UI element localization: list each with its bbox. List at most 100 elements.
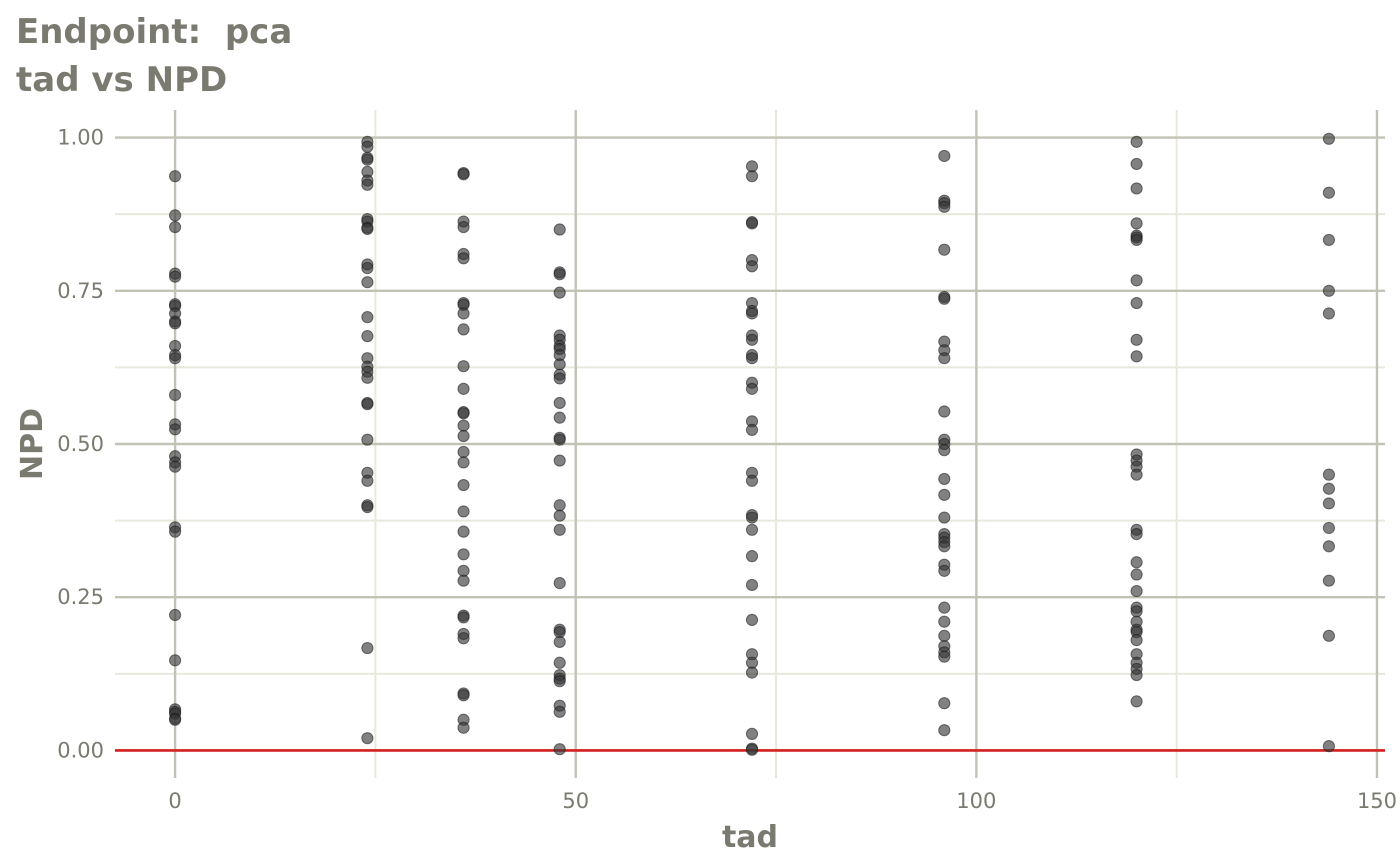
data-point bbox=[361, 276, 374, 289]
data-point bbox=[168, 713, 182, 726]
data-point bbox=[168, 270, 182, 283]
data-point bbox=[1322, 284, 1336, 297]
data-point bbox=[745, 333, 759, 346]
data-point bbox=[1130, 668, 1143, 682]
data-point bbox=[553, 396, 566, 410]
data-point bbox=[457, 168, 470, 181]
data-point bbox=[938, 629, 951, 642]
y-axis-ticks: 0.00 0.25 0.50 0.75 1.00 bbox=[57, 126, 104, 763]
data-point bbox=[168, 460, 182, 473]
data-point bbox=[168, 388, 182, 402]
data-point bbox=[361, 433, 374, 446]
data-point bbox=[1322, 233, 1336, 247]
chart-title: Endpoint: pca bbox=[16, 12, 293, 52]
data-point bbox=[1322, 468, 1336, 481]
data-point bbox=[745, 423, 759, 437]
data-point bbox=[553, 523, 566, 536]
data-point bbox=[1322, 574, 1336, 587]
data-point bbox=[553, 577, 566, 590]
y-tick-label: 0.75 bbox=[57, 279, 104, 303]
data-point bbox=[938, 697, 951, 710]
data-point bbox=[457, 478, 470, 492]
data-point bbox=[168, 654, 182, 667]
x-tick-label: 100 bbox=[956, 789, 996, 813]
data-point bbox=[938, 405, 951, 418]
data-point bbox=[457, 689, 470, 702]
data-point bbox=[553, 286, 566, 299]
data-point bbox=[457, 574, 470, 587]
data-point bbox=[361, 311, 374, 324]
data-point bbox=[1130, 568, 1143, 581]
data-point bbox=[745, 550, 759, 563]
data-point bbox=[1130, 135, 1143, 148]
data-point bbox=[745, 578, 759, 592]
y-tick-label: 0.50 bbox=[57, 432, 104, 456]
data-point bbox=[553, 705, 566, 718]
data-point bbox=[553, 635, 566, 649]
data-point bbox=[457, 360, 470, 373]
data-point bbox=[1130, 527, 1143, 541]
data-point bbox=[457, 611, 470, 624]
data-point bbox=[938, 352, 951, 365]
data-point bbox=[553, 499, 566, 512]
data-point bbox=[938, 564, 951, 577]
data-point bbox=[457, 632, 470, 645]
data-point bbox=[457, 721, 470, 734]
x-axis-title: tad bbox=[722, 820, 778, 855]
data-point bbox=[457, 445, 470, 459]
data-point bbox=[1130, 274, 1143, 287]
data-point bbox=[1322, 307, 1336, 320]
data-point bbox=[1322, 497, 1336, 510]
data-point bbox=[168, 423, 182, 436]
data-point bbox=[361, 398, 374, 411]
data-point bbox=[938, 650, 951, 663]
data-point bbox=[938, 615, 951, 628]
data-point bbox=[457, 525, 470, 538]
data-point bbox=[553, 433, 566, 446]
data-point bbox=[745, 307, 759, 320]
data-point bbox=[361, 371, 374, 384]
data-point bbox=[1130, 157, 1143, 171]
data-point bbox=[361, 501, 374, 514]
data-point bbox=[745, 666, 759, 679]
data-point bbox=[1322, 521, 1336, 535]
data-point bbox=[1322, 482, 1336, 495]
data-point bbox=[361, 330, 374, 343]
data-point bbox=[1322, 740, 1336, 753]
data-point bbox=[361, 641, 374, 655]
data-point bbox=[1322, 540, 1336, 553]
data-point bbox=[168, 352, 182, 365]
data-point bbox=[361, 474, 374, 487]
data-point bbox=[168, 170, 182, 183]
data-point bbox=[745, 613, 759, 626]
x-tick-label: 150 bbox=[1357, 789, 1397, 813]
data-point bbox=[457, 252, 470, 265]
data-point bbox=[938, 243, 951, 256]
data-points bbox=[168, 132, 1336, 756]
data-point bbox=[553, 358, 566, 371]
data-point bbox=[553, 743, 566, 756]
data-point bbox=[457, 323, 470, 336]
data-point bbox=[168, 209, 182, 222]
data-point bbox=[361, 262, 374, 275]
data-point bbox=[938, 292, 951, 305]
chart-subtitle: tad vs NPD bbox=[16, 60, 228, 100]
data-point bbox=[1130, 584, 1143, 598]
data-point bbox=[168, 317, 182, 330]
data-point bbox=[1130, 556, 1143, 569]
data-point bbox=[745, 511, 759, 524]
data-point bbox=[1130, 182, 1143, 195]
data-point bbox=[361, 178, 374, 191]
data-point bbox=[938, 511, 951, 524]
data-point bbox=[1130, 695, 1143, 708]
x-tick-label: 50 bbox=[562, 789, 589, 813]
x-axis-ticks: 0 50 100 150 bbox=[168, 789, 1397, 813]
data-point bbox=[457, 419, 470, 432]
data-point bbox=[361, 732, 374, 745]
data-point bbox=[457, 429, 470, 443]
data-point bbox=[745, 352, 759, 365]
data-point bbox=[938, 724, 951, 737]
data-point bbox=[938, 488, 951, 501]
data-point bbox=[938, 540, 951, 553]
y-tick-label: 1.00 bbox=[57, 126, 104, 150]
